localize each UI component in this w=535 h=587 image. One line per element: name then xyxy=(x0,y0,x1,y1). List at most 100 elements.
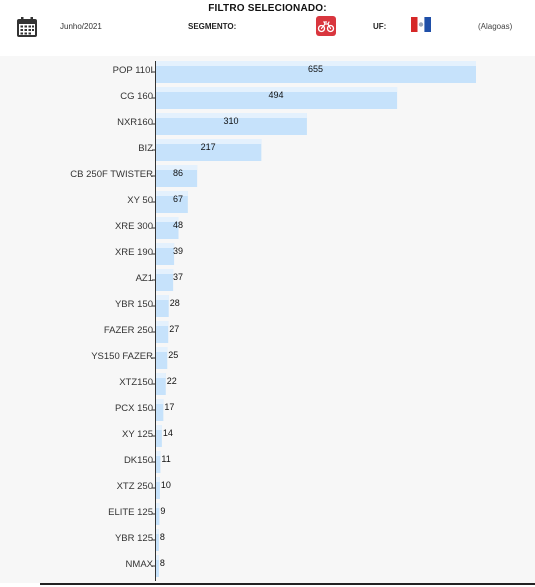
bar-highlight xyxy=(155,555,159,560)
motorcycle-icon[interactable] xyxy=(316,16,336,36)
segment-label: SEGMENTO: xyxy=(188,22,237,31)
category-label: XTZ 250 xyxy=(117,481,153,492)
bar[interactable] xyxy=(155,191,188,213)
category-label: FAZER 250 xyxy=(104,325,153,336)
bar-highlight xyxy=(155,477,160,482)
bar-group[interactable]: NMAX 8 xyxy=(126,555,165,577)
chart-area xyxy=(0,56,535,583)
category-label: ELITE 125 xyxy=(108,507,153,518)
bar-highlight xyxy=(155,373,166,378)
bar-group[interactable]: DK150 11 xyxy=(124,451,171,473)
category-label: BIZ xyxy=(138,143,153,154)
bar-group[interactable]: XRE 190 39 xyxy=(115,243,183,265)
bar[interactable] xyxy=(155,61,476,83)
value-label: 37 xyxy=(173,272,183,282)
filter-header: FILTRO SELECIONADO: Junho/2021 SEGMENTO:… xyxy=(0,0,535,56)
uf-label: UF: xyxy=(373,22,387,31)
value-label: 28 xyxy=(170,298,180,308)
value-label: 494 xyxy=(269,90,284,100)
category-label: PCX 150 xyxy=(115,403,153,414)
period-label: Junho/2021 xyxy=(60,22,102,31)
category-label: XTZ150 xyxy=(119,377,153,388)
category-label: YS150 FAZER xyxy=(91,351,153,362)
bar[interactable] xyxy=(155,503,160,525)
bar-highlight xyxy=(155,165,198,170)
bar-chart: POP 110I 655 CG 160 494 NXR160 310 BIZ 217 CB 25… xyxy=(70,61,476,581)
value-label: 22 xyxy=(167,376,177,386)
bar-highlight xyxy=(155,139,262,144)
bar-group[interactable]: XRE 300 48 xyxy=(115,217,183,239)
bar-group[interactable]: XY 50 67 xyxy=(127,191,188,213)
bar-group[interactable]: POP 110I 655 xyxy=(113,61,476,83)
bar[interactable] xyxy=(155,347,168,369)
bar-highlight xyxy=(155,269,174,274)
bar-highlight xyxy=(155,529,159,534)
calendar-icon[interactable] xyxy=(16,16,38,38)
bar-highlight xyxy=(155,503,160,508)
bar-group[interactable]: XTZ150 22 xyxy=(119,373,177,395)
alagoas-flag-icon[interactable] xyxy=(411,17,431,32)
category-label: NMAX xyxy=(126,559,154,570)
value-label: 14 xyxy=(163,428,173,438)
bar-group[interactable]: YBR 125 8 xyxy=(115,529,165,551)
bar-highlight xyxy=(155,217,179,222)
bar[interactable] xyxy=(155,87,398,109)
category-label: YBR 150 xyxy=(115,299,153,310)
value-label: 25 xyxy=(168,350,178,360)
bar[interactable] xyxy=(155,425,162,447)
bar-group[interactable]: YBR 150 28 xyxy=(115,295,180,317)
category-label: XY 125 xyxy=(122,429,153,440)
bar[interactable] xyxy=(155,295,169,317)
bar-group[interactable]: BIZ 217 xyxy=(138,139,262,161)
bar-highlight xyxy=(155,61,476,66)
value-label: 27 xyxy=(169,324,179,334)
bar[interactable] xyxy=(155,113,307,135)
value-label: 8 xyxy=(160,558,165,568)
bar-group[interactable]: NXR160 310 xyxy=(117,113,307,135)
bar-group[interactable]: AZ1 37 xyxy=(136,269,183,291)
category-label: POP 110I xyxy=(113,65,153,76)
bar[interactable] xyxy=(155,477,160,499)
bar-highlight xyxy=(155,87,398,92)
bar-group[interactable]: XTZ 250 10 xyxy=(117,477,171,499)
category-label: NXR160 xyxy=(117,117,153,128)
value-label: 39 xyxy=(173,246,183,256)
category-label: CB 250F TWISTER xyxy=(70,169,153,180)
bar-group[interactable]: XY 125 14 xyxy=(122,425,173,447)
bar[interactable] xyxy=(155,529,159,551)
category-label: XRE 190 xyxy=(115,247,153,258)
value-label: 48 xyxy=(173,220,183,230)
bar-highlight xyxy=(155,425,162,430)
bar[interactable] xyxy=(155,373,166,395)
category-label: DK150 xyxy=(124,455,153,466)
bar[interactable] xyxy=(155,243,175,265)
bar[interactable] xyxy=(155,217,179,239)
category-label: YBR 125 xyxy=(115,533,153,544)
bar-group[interactable]: ELITE 125 9 xyxy=(108,503,165,525)
bar-group[interactable]: PCX 150 17 xyxy=(115,399,174,421)
bar[interactable] xyxy=(155,321,169,343)
bar[interactable] xyxy=(155,555,159,577)
uf-name: (Alagoas) xyxy=(478,22,513,31)
bar-group[interactable]: FAZER 250 27 xyxy=(104,321,179,343)
value-label: 655 xyxy=(308,64,323,74)
category-label: XY 50 xyxy=(127,195,153,206)
bar-highlight xyxy=(155,243,175,248)
bar-group[interactable]: YS150 FAZER 25 xyxy=(91,347,178,369)
value-label: 17 xyxy=(164,402,174,412)
bar[interactable] xyxy=(155,269,174,291)
bottom-divider xyxy=(40,583,535,585)
bar[interactable] xyxy=(155,165,198,187)
bar-group[interactable]: CB 250F TWISTER 86 xyxy=(70,165,198,187)
bar[interactable] xyxy=(155,451,161,473)
bar-group[interactable]: CG 160 494 xyxy=(120,87,398,109)
value-label: 310 xyxy=(223,116,238,126)
bar-highlight xyxy=(155,399,164,404)
bar[interactable] xyxy=(155,399,164,421)
value-label: 86 xyxy=(173,168,183,178)
value-label: 67 xyxy=(173,194,183,204)
bar[interactable] xyxy=(155,139,262,161)
value-label: 9 xyxy=(160,506,165,516)
category-label: CG 160 xyxy=(120,91,153,102)
bar-highlight xyxy=(155,113,307,118)
